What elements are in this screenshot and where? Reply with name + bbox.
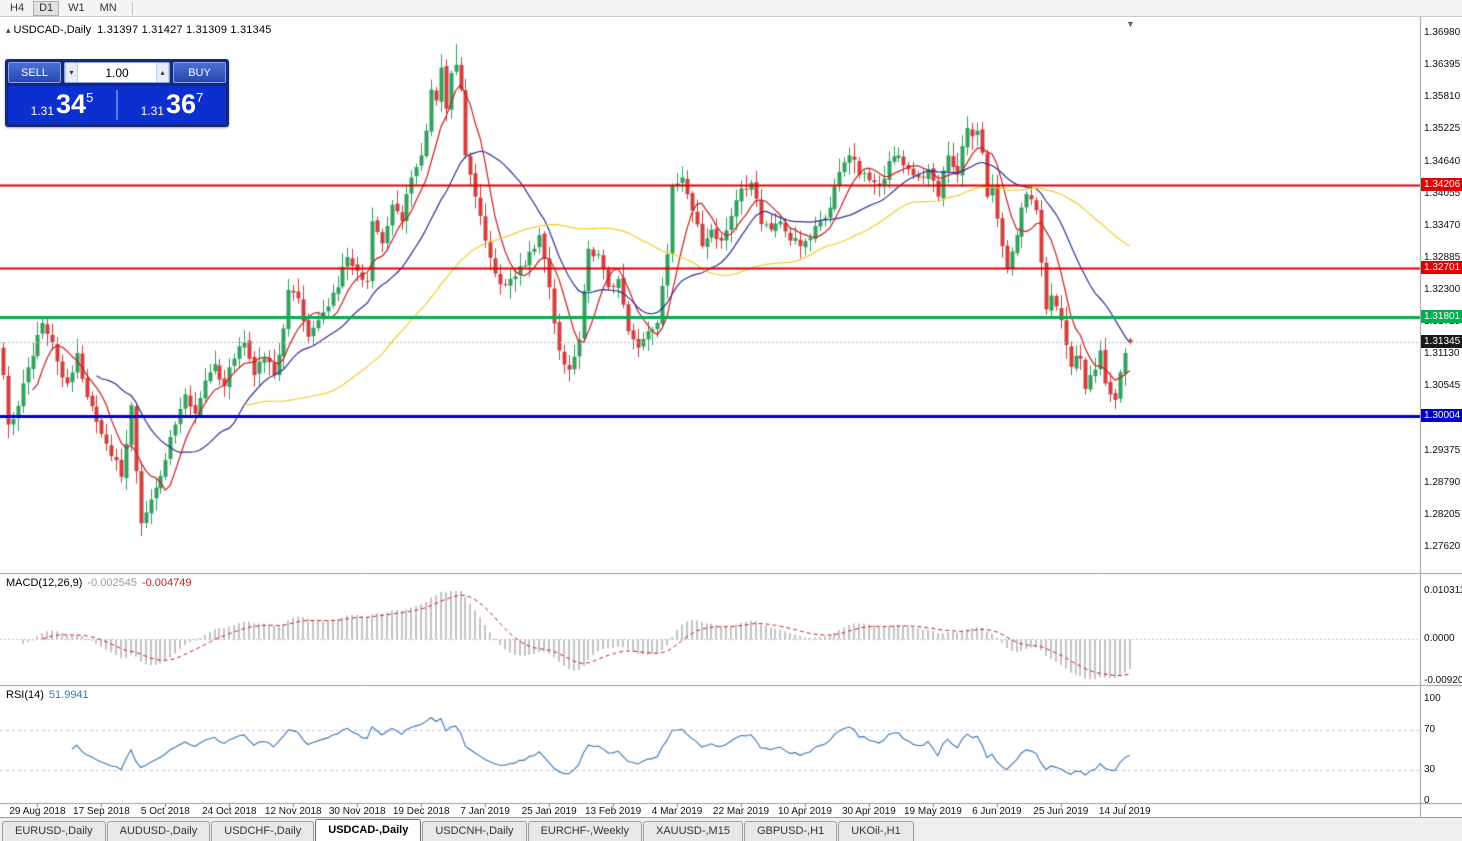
- trade-controls-row: SELL ▾ ▴ BUY: [8, 62, 226, 83]
- macd-axis-label: 0.010311: [1424, 585, 1462, 596]
- date-label: 6 Jun 2019: [972, 806, 1022, 817]
- date-label: 5 Oct 2018: [140, 806, 190, 817]
- volume-input[interactable]: [78, 63, 156, 82]
- toolbar-separator: [131, 1, 133, 15]
- timeframe-button-w1[interactable]: W1: [62, 1, 91, 16]
- sell-price[interactable]: 1.31 34 5: [8, 86, 116, 124]
- chart-tab-usdcnh[interactable]: USDCNH-,Daily: [422, 821, 527, 841]
- date-label: 19 May 2019: [903, 806, 962, 817]
- price-divider: [116, 90, 118, 120]
- volume-field: ▾ ▴: [64, 62, 170, 83]
- chart-tab-eurchf[interactable]: EURCHF-,Weekly: [527, 821, 642, 841]
- date-label: 24 Oct 2018: [202, 806, 257, 817]
- date-label: 30 Nov 2018: [328, 806, 386, 817]
- date-label: 13 Feb 2019: [584, 806, 642, 817]
- rsi-axis-label: 70: [1424, 723, 1436, 735]
- chart-tab-eurusd[interactable]: EURUSD-,Daily: [2, 821, 106, 841]
- date-label: 17 Sep 2018: [73, 806, 130, 817]
- date-label: 10 Apr 2019: [777, 806, 832, 817]
- rsi-value: 51.9941: [48, 689, 89, 701]
- macd-name: MACD(12,26,9): [6, 577, 83, 589]
- buy-price-sup: 7: [196, 90, 204, 105]
- chart-tab-xauusd[interactable]: XAUUSD-,M15: [642, 821, 743, 841]
- price-level-tag: 1.34206: [1421, 178, 1462, 192]
- date-label: 29 Aug 2018: [9, 806, 66, 817]
- price-chart-canvas[interactable]: [0, 17, 1462, 817]
- price-axis-label: 1.33470: [1424, 219, 1461, 231]
- timeframe-toolbar: H4 D1 W1 MN: [0, 0, 1462, 17]
- current-price-tag: 1.31345: [1421, 335, 1462, 349]
- rsi-indicator-label: RSI(14) 51.9941: [6, 689, 94, 701]
- price-axis-label: 1.35810: [1424, 91, 1461, 103]
- sell-price-big: 34: [56, 89, 87, 119]
- sell-price-sup: 5: [86, 90, 94, 105]
- date-label: 22 Mar 2019: [712, 806, 770, 817]
- date-label: 30 Apr 2019: [841, 806, 896, 817]
- price-axis-label: 1.27620: [1424, 541, 1461, 552]
- buy-button[interactable]: BUY: [173, 62, 226, 83]
- price-level-tag: 1.32701: [1421, 260, 1462, 274]
- price-axis-label: 1.34055: [1424, 187, 1461, 199]
- price-axis-label: 1.28790: [1424, 476, 1461, 488]
- rsi-name: RSI(14): [6, 689, 44, 701]
- volume-decrease-button[interactable]: ▾: [65, 63, 78, 82]
- timeframe-button-h4[interactable]: H4: [4, 1, 30, 16]
- chart-shift-marker-icon[interactable]: ▼: [1126, 19, 1135, 29]
- chart-tab-audusd[interactable]: AUDUSD-,Daily: [106, 821, 211, 841]
- chart-title: ▴ USDCAD-,Daily 1.31397 1.31427 1.31309 1.…: [6, 24, 272, 36]
- price-axis-label: 1.34640: [1424, 155, 1461, 167]
- date-label: 7 Jan 2019: [460, 806, 510, 817]
- price-level-tag: 1.31801: [1421, 310, 1462, 324]
- macd-axis-label: 0.0000: [1424, 632, 1455, 644]
- macd-axis-label: -0.009203: [1424, 675, 1462, 686]
- timeframe-buttons-group: H4 D1 W1 MN: [4, 0, 126, 16]
- price-axis-label: 1.31130: [1424, 348, 1460, 360]
- rsi-axis-label: 0: [1424, 795, 1430, 806]
- price-axis-label: 1.32300: [1424, 284, 1461, 295]
- buy-price-big: 36: [166, 89, 197, 119]
- sell-button[interactable]: SELL: [8, 62, 61, 83]
- collapse-panel-icon[interactable]: ▴: [6, 25, 11, 35]
- buy-price[interactable]: 1.31 36 7: [118, 86, 226, 124]
- macd-value-main: -0.002545: [87, 577, 137, 589]
- bid-ask-prices: 1.31 34 5 1.31 36 7: [8, 86, 226, 124]
- timeframe-button-mn[interactable]: MN: [94, 1, 123, 16]
- chart-area: ▴ USDCAD-,Daily 1.31397 1.31427 1.31309 1.…: [0, 17, 1462, 817]
- rsi-axis-label: 100: [1424, 693, 1441, 704]
- price-axis-label: 1.36980: [1424, 27, 1461, 38]
- date-label: 14 Jul 2019: [1098, 806, 1151, 817]
- price-axis-label: 1.35225: [1424, 123, 1461, 135]
- chart-ohlc-values: 1.31397 1.31427 1.31309 1.31345: [97, 24, 272, 36]
- chart-tab-usdcad[interactable]: USDCAD-,Daily: [315, 819, 422, 841]
- macd-indicator-label: MACD(12,26,9) -0.002545 -0.004749: [6, 577, 197, 589]
- price-axis-label: 1.28205: [1424, 508, 1461, 520]
- chart-tabs-bar: EURUSD-,Daily AUDUSD-,Daily USDCHF-,Daily U…: [0, 817, 1462, 841]
- date-label: 4 Mar 2019: [651, 806, 703, 817]
- buy-price-prefix: 1.31: [140, 104, 165, 118]
- chart-tab-usdchf[interactable]: USDCHF-,Daily: [211, 821, 315, 841]
- price-axis-label: 1.30545: [1424, 380, 1461, 392]
- date-label: 12 Nov 2018: [264, 806, 322, 817]
- date-label: 19 Dec 2018: [392, 806, 450, 817]
- rsi-axis-label: 30: [1424, 764, 1436, 776]
- chart-symbol-label: USDCAD-,Daily: [13, 24, 92, 36]
- sell-price-prefix: 1.31: [30, 104, 55, 118]
- price-axis-label: 1.29375: [1424, 444, 1461, 456]
- price-axis-label: 1.32885: [1424, 251, 1461, 263]
- timeframe-button-d1[interactable]: D1: [33, 0, 60, 16]
- volume-increase-button[interactable]: ▴: [156, 63, 169, 82]
- price-axis-label: 1.36395: [1424, 59, 1461, 71]
- macd-value-signal: -0.004749: [141, 577, 192, 589]
- date-label: 25 Jan 2019: [521, 806, 577, 817]
- chart-tab-gbpusd[interactable]: GBPUSD-,H1: [743, 821, 838, 841]
- date-label: 25 Jun 2019: [1033, 806, 1089, 817]
- chart-tab-ukoil[interactable]: UKOil-,H1: [838, 821, 914, 841]
- price-level-tag: 1.30004: [1421, 409, 1462, 423]
